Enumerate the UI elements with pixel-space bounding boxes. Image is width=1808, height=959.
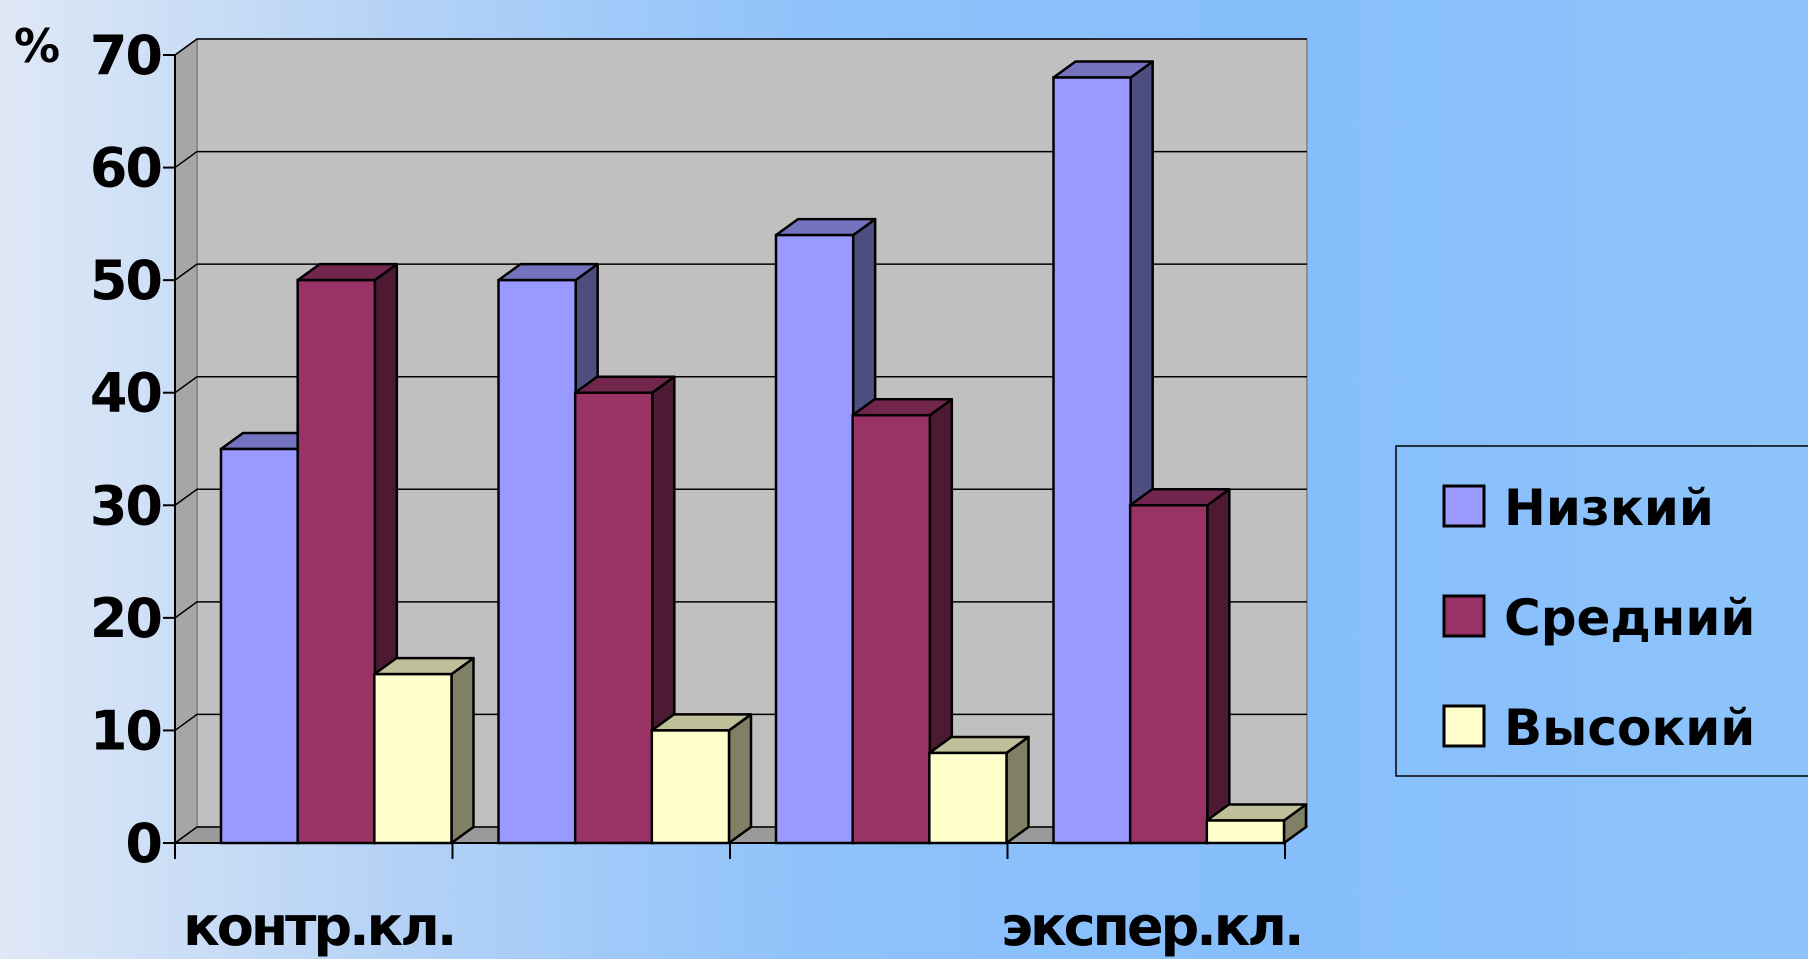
y-tick-label: 50 [90,249,161,312]
y-tick-label: 70 [90,24,161,87]
category-label: экспер.кл. [1001,895,1302,958]
legend-label: Средний [1504,589,1755,647]
bar [851,397,954,845]
bar [1205,803,1308,845]
bar-front [1205,819,1286,845]
category-label: контр.кл. [183,895,454,958]
bar [296,262,399,845]
y-tick-label: 40 [90,362,161,425]
bar-front [1128,504,1209,845]
legend-swatch [1442,594,1486,638]
legend: Низкий Средний Высокий [1395,445,1808,777]
y-tick-label: 20 [90,587,161,650]
bar-front [497,278,577,845]
gridline [174,263,1307,281]
bar-side [1005,735,1030,845]
legend-swatch [1442,484,1486,528]
bar-front [1052,76,1132,845]
bar-front [928,751,1008,845]
bar-side [727,713,753,845]
y-tick-label: 10 [90,699,161,762]
gridline [174,375,1307,394]
legend-item: Низкий [1442,479,1714,537]
legend-swatch [1442,704,1486,748]
legend-item: Средний [1442,589,1755,647]
y-unit-label: % [14,19,60,73]
bar [650,713,753,845]
bar-front [774,233,855,845]
legend-label: Низкий [1504,479,1714,537]
bar-front [296,278,377,845]
bar-side [1206,488,1231,845]
y-tick-labels: 0 10 20 30 40 50 60 70 [90,24,163,875]
y-tick-label: 0 [125,812,161,875]
y-tick-label: 60 [90,137,161,200]
bar-front [851,413,932,845]
y-tick-label: 30 [90,474,161,537]
bar-front [573,391,654,845]
bar [373,656,475,845]
bar [1128,488,1231,845]
bar-front [650,729,731,845]
bar [928,735,1030,845]
legend-label: Высокий [1504,699,1755,757]
bar-front [373,672,453,845]
bar-front [219,447,300,845]
gridline [174,150,1307,169]
category-labels: контр.кл. экспер.кл. [183,895,1304,958]
legend-item: Высокий [1442,699,1755,757]
bar-side [450,656,475,845]
bars [219,60,1308,845]
legend-frame [1395,445,1808,777]
gridline [174,38,1307,56]
